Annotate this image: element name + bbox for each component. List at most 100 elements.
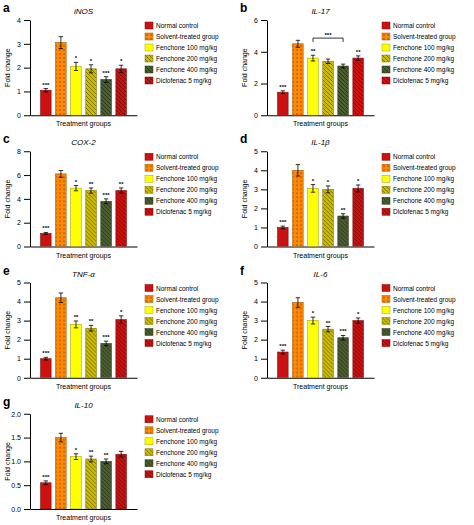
legend-label: Fenchone 400 mg/kg xyxy=(393,329,454,337)
error-bar-cap xyxy=(296,307,300,308)
y-tick-label: 1 xyxy=(17,355,21,362)
bar xyxy=(56,174,67,247)
error-bar-stem xyxy=(60,171,61,178)
legend-swatch xyxy=(382,164,390,171)
bar xyxy=(116,454,127,509)
y-tick: 3 xyxy=(254,317,267,324)
error-bar-cap xyxy=(341,213,345,214)
bar xyxy=(293,303,304,378)
significance-label: *** xyxy=(42,225,50,231)
x-axis-line xyxy=(31,247,138,248)
error-bar-stem xyxy=(358,318,359,323)
y-tick-mark xyxy=(24,283,30,284)
legend-label: Solvent-treated group xyxy=(156,33,219,41)
error-bar-cap xyxy=(74,327,78,328)
error-bar-cap xyxy=(104,82,108,83)
y-tick-label: 2 xyxy=(254,336,258,343)
legend-item: Solvent-treated group xyxy=(145,164,219,172)
legend-swatch xyxy=(382,153,390,160)
y-axis-line xyxy=(267,21,268,116)
legend-item: Fenchone 100 mg/kg xyxy=(382,307,454,315)
y-tick-mark xyxy=(261,321,267,322)
y-tick-mark xyxy=(24,461,30,462)
error-bar-cap xyxy=(44,480,48,481)
legend-item: Solvent-treated group xyxy=(145,427,219,435)
annotations: ********* xyxy=(42,55,123,87)
legend-item: Fenchone 200 mg/kg xyxy=(145,186,217,194)
y-tick: 0 xyxy=(254,112,267,119)
y-tick: 0 xyxy=(254,374,267,381)
legend-label: Fenchone 200 mg/kg xyxy=(156,449,217,457)
error-bar-stem xyxy=(106,199,107,204)
legend-swatch xyxy=(382,44,390,51)
y-tick-label: 4 xyxy=(254,298,258,305)
legend-item: Fenchone 200 mg/kg xyxy=(145,55,217,63)
y-tick: 1.0 xyxy=(11,458,30,465)
y-tick-mark xyxy=(261,84,267,85)
panel: 0246**********IL-17Treatment groupsFold … xyxy=(240,1,456,128)
y-tick-mark xyxy=(261,170,267,171)
panel-label: e xyxy=(3,264,10,278)
legend-swatch xyxy=(145,55,153,62)
panel-label: a xyxy=(3,1,10,15)
plot: 0246**********IL-17Treatment groupsFold … xyxy=(241,7,456,128)
error-bar-cap xyxy=(74,320,78,321)
significance-label: * xyxy=(312,178,315,184)
title: IL-17 xyxy=(311,7,330,16)
plot: 02468***********COX-2Treatment groupsFol… xyxy=(4,138,219,259)
legend-label: Normal control xyxy=(393,285,436,292)
title: COX-2 xyxy=(71,138,96,147)
error-bar-cap xyxy=(89,64,93,65)
error-bar-cap xyxy=(89,193,93,194)
error-bar-cap xyxy=(296,40,300,41)
error-bar xyxy=(59,171,63,178)
y-tick-mark xyxy=(261,359,267,360)
error-bar xyxy=(104,77,108,83)
y-tick: 4 xyxy=(254,298,267,305)
significance-label: * xyxy=(327,179,330,185)
error-bar-stem xyxy=(106,341,107,346)
error-bar xyxy=(326,59,330,63)
y-axis-line xyxy=(30,21,31,116)
legend-item: Normal control xyxy=(382,285,436,292)
error-bar-cap xyxy=(104,341,108,342)
y-axis: 012345 xyxy=(254,279,267,381)
legend-label: Fenchone 200 mg/kg xyxy=(156,55,217,63)
bar xyxy=(71,66,82,115)
significance-label: ** xyxy=(104,452,109,458)
legend-label: Solvent-treated group xyxy=(156,427,219,435)
error-bar xyxy=(311,185,315,193)
figure: 01234*********iNOSTreatment groupsFold c… xyxy=(0,0,474,525)
legend-swatch xyxy=(145,438,153,445)
panel: 012345**********IL-6Treatment groupsFold… xyxy=(240,264,456,391)
y-axis-title: Fold change xyxy=(241,48,249,87)
y-tick: 0.5 xyxy=(11,482,30,489)
bar xyxy=(353,188,364,246)
error-bar-cap xyxy=(341,340,345,341)
bar xyxy=(41,359,52,378)
panel: 0.00.51.01.52.0********IL-10Treatment gr… xyxy=(3,395,219,522)
bar xyxy=(308,321,319,378)
legend: Normal controlSolvent-treated groupFench… xyxy=(382,22,456,85)
legend-item: Normal control xyxy=(145,153,199,160)
bar xyxy=(86,459,97,509)
y-tick-label: 2 xyxy=(254,80,258,87)
error-bar-stem xyxy=(45,89,46,92)
legend-swatch xyxy=(145,307,153,314)
error-bar-cap xyxy=(296,47,300,48)
legend-swatch xyxy=(382,22,390,29)
error-bar-cap xyxy=(341,335,345,336)
significance-label: ** xyxy=(326,320,331,326)
error-bar-cap xyxy=(59,302,63,303)
legend: Normal controlSolvent-treated groupFench… xyxy=(145,285,219,348)
legend-swatch xyxy=(145,329,153,336)
y-tick: 4 xyxy=(17,17,30,24)
error-bar-stem xyxy=(312,55,313,61)
y-tick-mark xyxy=(24,151,30,152)
error-bar xyxy=(74,62,78,70)
y-tick-label: 6 xyxy=(17,172,21,179)
significance-label: ** xyxy=(89,449,94,455)
legend-item: Fenchone 100 mg/kg xyxy=(145,438,217,446)
error-bar-cap xyxy=(311,60,315,61)
legend-swatch xyxy=(145,296,153,303)
